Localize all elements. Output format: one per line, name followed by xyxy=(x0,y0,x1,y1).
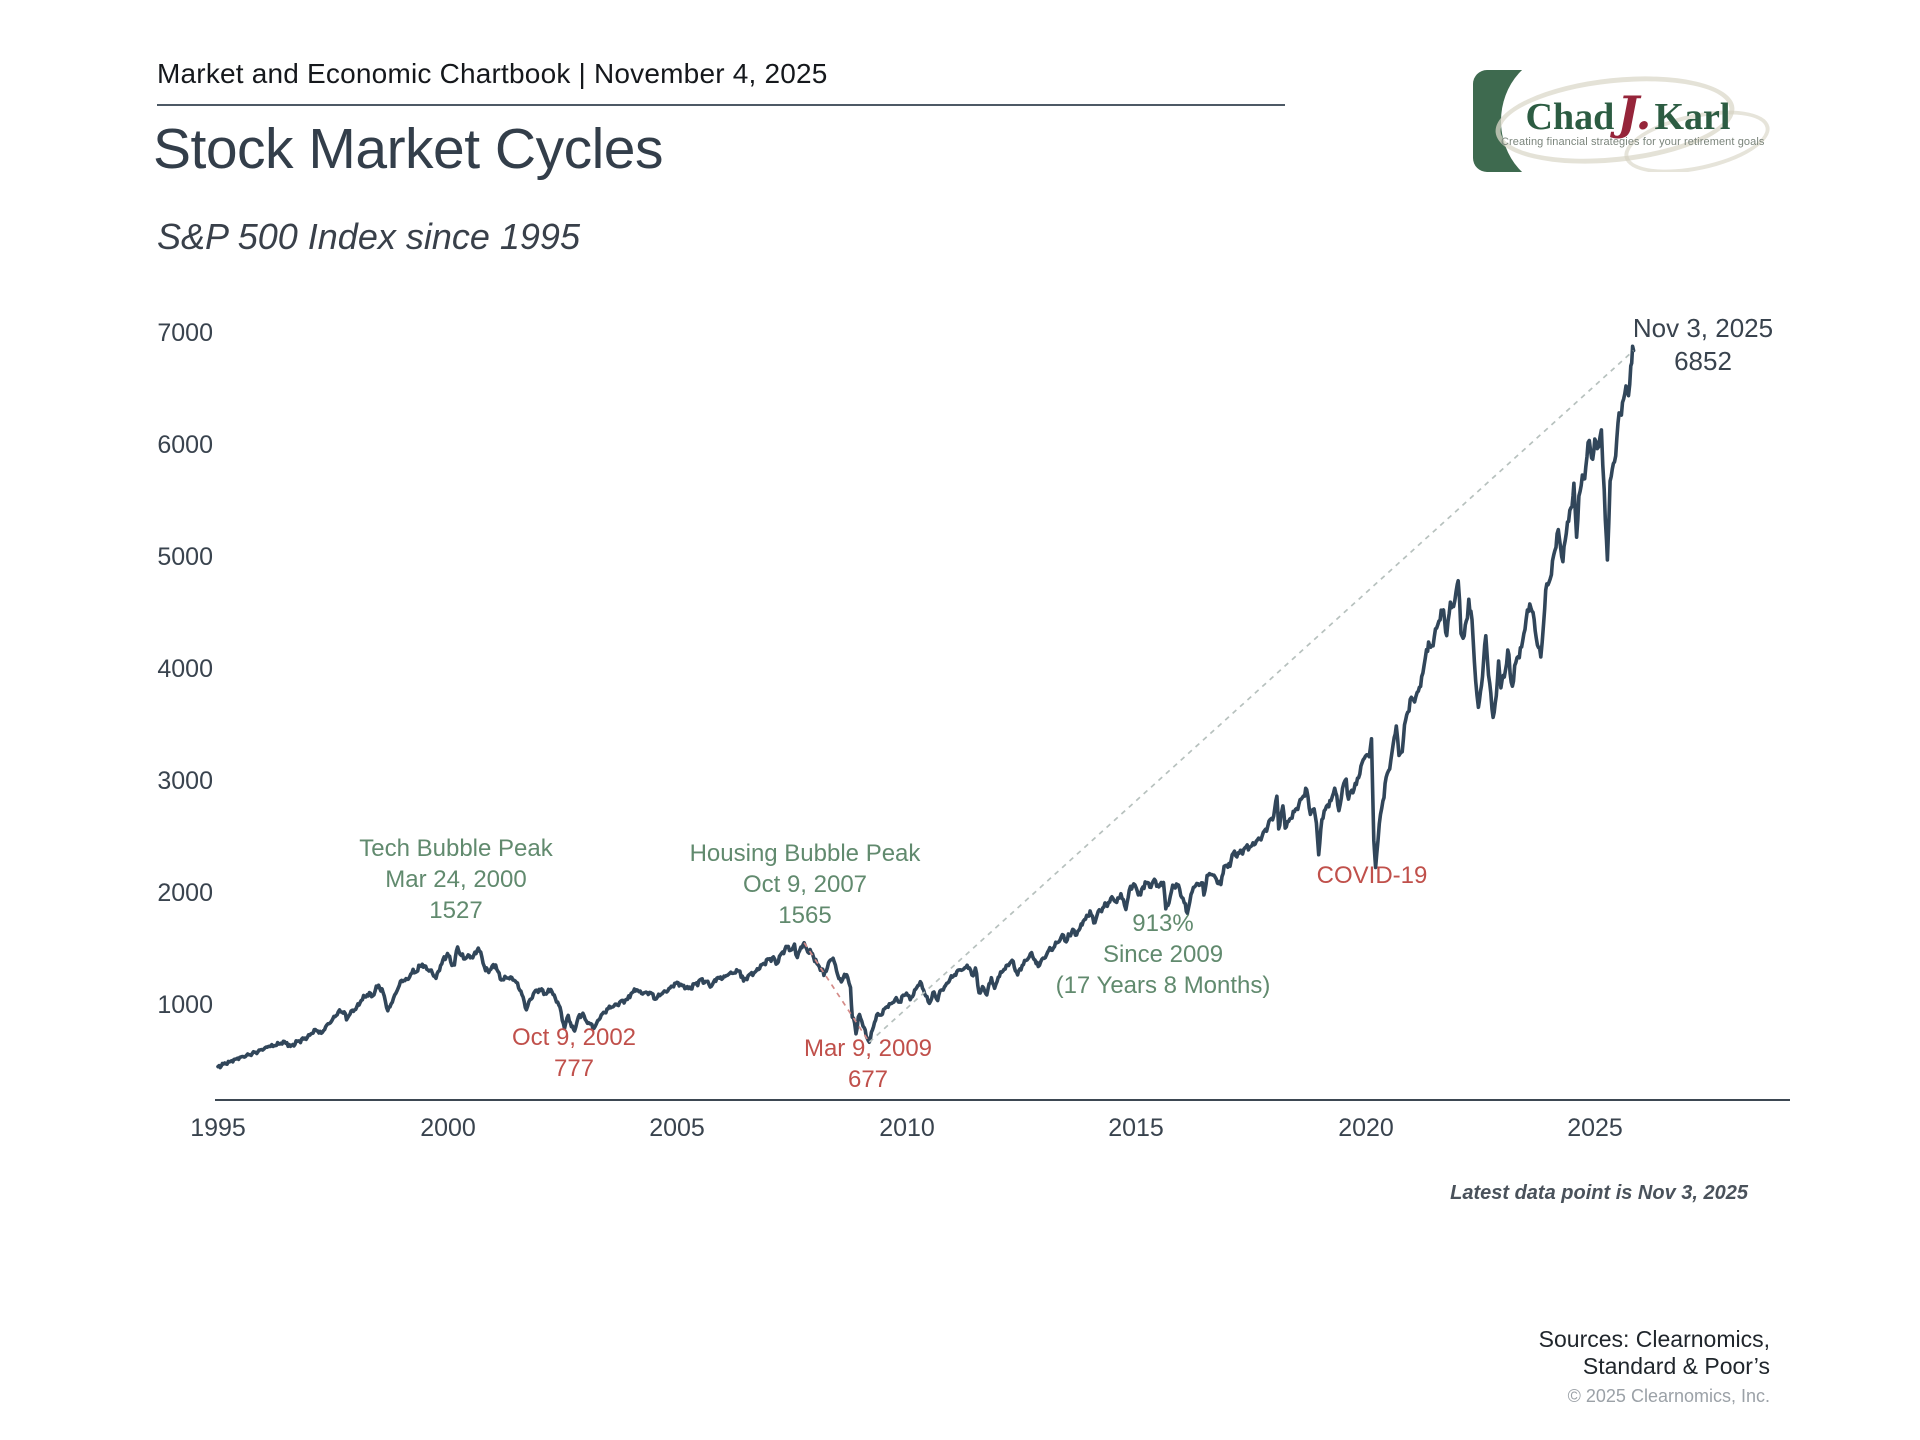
sp500-series-line xyxy=(216,344,1636,1070)
x-tick-2010: 2010 xyxy=(879,1114,935,1142)
y-tick-2000: 2000 xyxy=(157,879,213,907)
latest-data-note: Latest data point is Nov 3, 2025 xyxy=(1450,1182,1748,1204)
annotation-line: 6852 xyxy=(1674,346,1732,376)
x-tick-2005: 2005 xyxy=(649,1114,705,1142)
logo-name-middle: J. xyxy=(1617,86,1652,140)
recovery-trend-line xyxy=(868,349,1635,1043)
annotation-housing-bubble-peak: Housing Bubble Peak Oct 9, 2007 1565 xyxy=(645,838,965,931)
header-rule xyxy=(157,104,1285,106)
y-tick-7000: 7000 xyxy=(157,319,213,347)
sources-note: Sources: Clearnomics, Standard & Poor’s xyxy=(1539,1326,1770,1380)
annotation-mar-2009-low: Mar 9, 2009 677 xyxy=(708,1033,1028,1095)
annotation-line: Nov 3, 2025 xyxy=(1632,313,1774,343)
annotation-line: Housing Bubble Peak xyxy=(689,840,921,867)
annotation-line: COVID-19 xyxy=(1316,862,1428,889)
x-tick-1995: 1995 xyxy=(190,1114,246,1142)
logo-name-last: Karl xyxy=(1654,96,1731,138)
annotation-line: 677 xyxy=(847,1066,889,1093)
chad-j-karl-logo: ChadJ.Karl Creating financial strategies… xyxy=(1473,70,1779,172)
chartbook-header-label: Market and Economic Chartbook | November… xyxy=(157,58,828,89)
annotation-line: Mar 24, 2000 xyxy=(385,866,527,893)
y-tick-3000: 3000 xyxy=(157,767,213,795)
annotation-covid-19: COVID-19 xyxy=(1212,860,1532,891)
annotation-line: Oct 9, 2002 xyxy=(511,1024,637,1051)
x-tick-2000: 2000 xyxy=(420,1114,476,1142)
annotation-line: Mar 9, 2009 xyxy=(803,1035,933,1062)
annotation-gain-since-2009: 913% Since 2009 (17 Years 8 Months) xyxy=(1003,908,1323,1001)
sources-line: Standard & Poor’s xyxy=(1582,1353,1770,1379)
page-title: Stock Market Cycles xyxy=(153,117,663,181)
annotation-line: Oct 9, 2007 xyxy=(742,871,868,898)
y-tick-6000: 6000 xyxy=(157,431,213,459)
x-tick-2020: 2020 xyxy=(1338,1114,1394,1142)
annotation-line: 1565 xyxy=(778,902,832,929)
y-tick-5000: 5000 xyxy=(157,543,213,571)
x-tick-2025: 2025 xyxy=(1567,1114,1623,1142)
logo-tagline: Creating financial strategies for your r… xyxy=(1501,136,1765,148)
annotation-line: 1527 xyxy=(429,897,483,924)
copyright-note: © 2025 Clearnomics, Inc. xyxy=(1567,1386,1770,1406)
annotation-latest-point: Nov 3, 2025 6852 xyxy=(1543,312,1863,378)
annotation-oct-2002-low: Oct 9, 2002 777 xyxy=(414,1022,734,1084)
logo-name: ChadJ.Karl xyxy=(1503,86,1753,140)
annotation-line: Since 2009 xyxy=(1102,941,1224,968)
annotation-tech-bubble-peak: Tech Bubble Peak Mar 24, 2000 1527 xyxy=(296,833,616,926)
sources-line: Sources: Clearnomics, xyxy=(1538,1326,1770,1352)
y-tick-1000: 1000 xyxy=(157,991,213,1019)
x-tick-2015: 2015 xyxy=(1108,1114,1164,1142)
annotation-line: 913% xyxy=(1132,910,1194,937)
logo-name-first: Chad xyxy=(1525,96,1615,138)
page-subtitle: S&P 500 Index since 1995 xyxy=(157,216,580,257)
y-tick-4000: 4000 xyxy=(157,655,213,683)
logo-crescent-cut xyxy=(1501,70,1621,172)
annotation-line: (17 Years 8 Months) xyxy=(1055,972,1271,999)
annotation-line: Tech Bubble Peak xyxy=(359,835,553,862)
annotation-line: 777 xyxy=(553,1055,595,1082)
